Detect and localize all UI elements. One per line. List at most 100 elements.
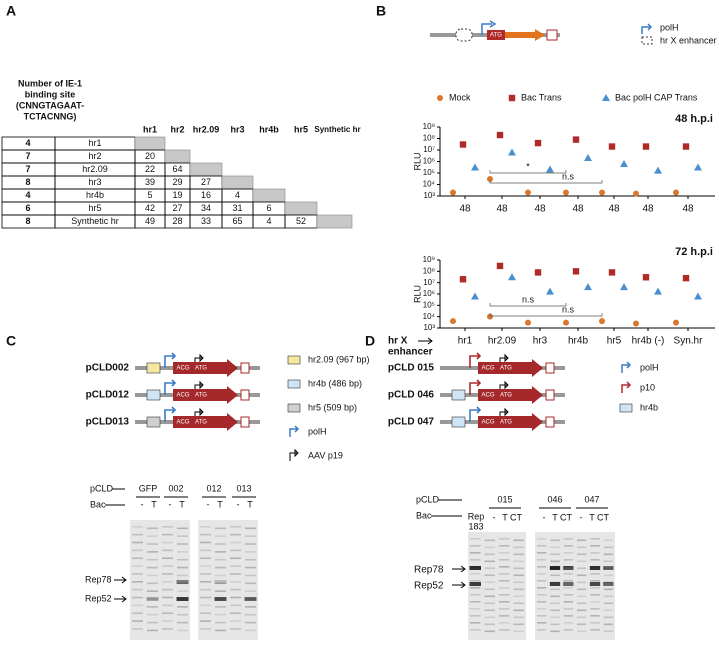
y-axis-label: RLU	[412, 152, 422, 170]
gel-band	[563, 622, 573, 624]
diagonal-cell	[189, 162, 223, 177]
legend-text: Mock	[449, 92, 471, 102]
gel-band	[563, 608, 573, 610]
gel-band	[200, 604, 211, 607]
promoter-arrow	[481, 23, 492, 35]
gel-band	[549, 582, 561, 586]
gel-band	[230, 596, 241, 599]
gel-band	[162, 533, 173, 536]
gel-lane: T	[247, 499, 253, 509]
gel-band	[590, 629, 600, 631]
bac-point	[572, 268, 580, 275]
significance-label: *	[526, 161, 530, 171]
gel-band	[215, 527, 226, 530]
site-count: 4	[25, 190, 30, 200]
gel-band	[549, 566, 561, 570]
table-value: 31	[232, 203, 242, 213]
gel-band	[176, 597, 189, 601]
gel-band	[603, 582, 614, 586]
gel-band	[550, 602, 560, 605]
x-tick-label: 48	[496, 204, 508, 215]
mock-point	[487, 176, 493, 183]
legend-arrow	[621, 381, 632, 393]
polya-box	[546, 29, 558, 41]
rep-arrow	[173, 386, 238, 404]
row-name: hr5	[88, 203, 101, 213]
gel-band	[499, 608, 510, 610]
gel-band	[603, 630, 613, 633]
mock-point	[599, 318, 605, 325]
table-value: 27	[172, 203, 182, 213]
gel-band	[215, 558, 226, 561]
bac-point	[496, 131, 504, 139]
rep-arrow	[173, 413, 238, 431]
table-value: 20	[145, 151, 155, 161]
column-header: hr2.09	[193, 124, 220, 134]
table-header: Number of IE-1	[18, 78, 82, 88]
gel-band	[162, 573, 173, 575]
gel-row-label: pCLD	[416, 494, 440, 504]
construct-text: ACG	[176, 366, 189, 372]
gel-band	[200, 541, 211, 544]
gel-band	[162, 557, 173, 560]
gel-band	[470, 615, 481, 617]
column-header: hr1	[143, 124, 157, 134]
gel-band	[590, 594, 600, 596]
gel-band	[177, 527, 188, 530]
gel-band	[577, 623, 587, 626]
gel-band	[537, 545, 547, 547]
diagonal-cell	[252, 188, 286, 203]
x-tick-label: 48	[682, 204, 694, 215]
gel-band	[200, 533, 211, 536]
gel-band	[215, 629, 226, 632]
gel-band	[147, 566, 158, 569]
gel-band	[484, 588, 495, 591]
column-header: hr4b	[259, 124, 279, 134]
gel-band	[162, 526, 173, 528]
gel-band	[484, 574, 495, 577]
chart-title: 72 h.p.i	[675, 246, 713, 258]
gel-band	[484, 539, 495, 542]
gel-band	[147, 606, 158, 608]
gel-band	[469, 566, 481, 570]
gel-band	[245, 574, 256, 577]
gel-band	[537, 608, 547, 610]
gel-band	[590, 615, 600, 617]
gel-band	[513, 595, 524, 598]
gel-band	[603, 546, 613, 549]
gel-band	[563, 559, 573, 561]
mock-point	[487, 313, 493, 320]
x-tick-label: 48	[572, 204, 584, 215]
gel-band	[603, 560, 613, 563]
bac-point	[642, 143, 650, 150]
gel-band	[537, 601, 547, 603]
legend-text: AAV p19	[308, 450, 343, 460]
construct-text: ATG	[195, 366, 207, 372]
gel-band	[499, 580, 510, 582]
gel-band	[132, 628, 143, 630]
gel-band	[177, 566, 188, 569]
construct-text: ACG	[481, 393, 494, 399]
gel-band	[162, 588, 173, 591]
gel-band	[499, 629, 510, 631]
gel-band	[577, 595, 587, 598]
gel-band	[499, 601, 510, 603]
construct-text: ATG	[500, 393, 512, 399]
legend-box	[641, 36, 653, 45]
gel-band	[563, 566, 574, 570]
y-tick-label: 10⁶	[423, 157, 435, 166]
gel-band	[177, 535, 188, 537]
gel-band	[563, 545, 573, 547]
gel-band	[470, 587, 481, 589]
gel-band	[537, 615, 547, 617]
diagonal-cell	[134, 136, 166, 151]
gel-band	[603, 616, 613, 619]
gel-band	[162, 541, 173, 544]
y-tick-label: 10⁹	[423, 122, 435, 131]
gel-band	[484, 595, 495, 598]
gel-band	[550, 546, 560, 549]
gel-band	[499, 615, 510, 617]
x-axis-label: enhancer	[388, 347, 433, 358]
gel-band	[470, 601, 481, 603]
table-value: 33	[201, 216, 211, 226]
